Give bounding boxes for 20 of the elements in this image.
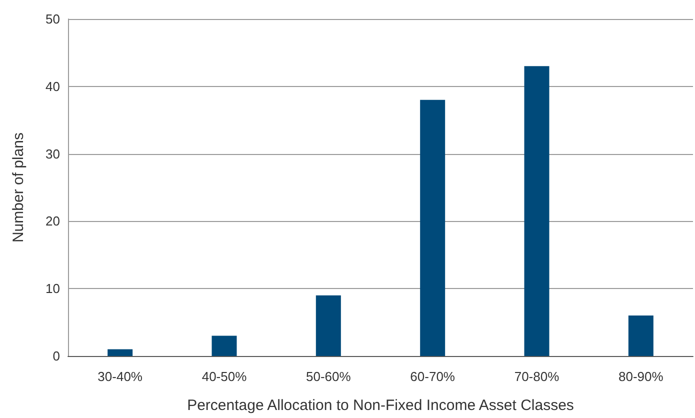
x-axis-title: Percentage Allocation to Non-Fixed Income Asset Classes [187,397,574,414]
y-tick-label: 0 [52,348,60,364]
bar [108,349,133,356]
x-tick-label: 60-70% [410,369,456,384]
x-tick-label: 50-60% [306,369,352,384]
x-tick-label: 40-50% [202,369,248,384]
y-tick-label: 40 [46,78,60,94]
y-tick-label: 50 [46,12,60,26]
bar [316,295,341,356]
bar [524,66,550,356]
x-tick-label: 80-90% [618,369,664,384]
y-tick-label: 20 [46,214,60,229]
bar [420,100,446,356]
bar [628,316,654,356]
x-tick-label: 70-80% [514,369,560,384]
y-axis-title: Number of plans [10,132,27,243]
y-tick-label: 30 [46,146,60,162]
y-tick-label: 10 [46,281,60,296]
bar [212,336,237,356]
x-tick-label: 30-40% [98,369,143,384]
